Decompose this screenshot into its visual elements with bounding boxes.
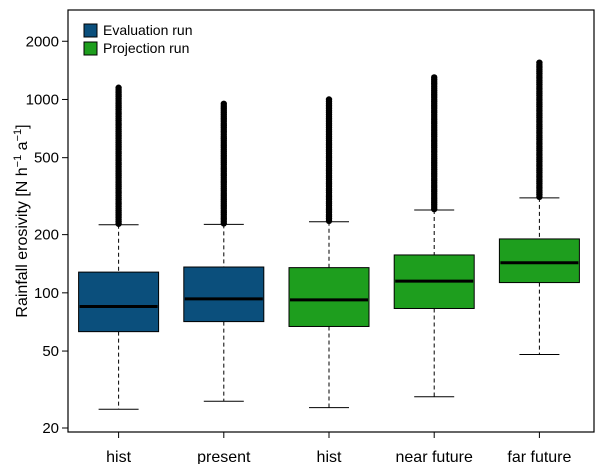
x-category-label: hist	[317, 449, 342, 464]
y-tick-label: 1000	[26, 91, 59, 108]
box-body	[498, 238, 580, 284]
outlier-point	[220, 100, 227, 107]
legend: Evaluation run Projection run	[83, 22, 193, 56]
outliers	[325, 96, 333, 225]
y-tick-label: 100	[34, 285, 59, 302]
boxes-group	[78, 59, 580, 410]
y-axis: 20 50 100 200 500 1000 2000	[26, 33, 68, 437]
legend-label: Projection run	[103, 40, 189, 56]
x-category-label: far future	[507, 449, 571, 464]
outlier-point	[536, 59, 543, 66]
box-body	[78, 271, 160, 333]
outliers	[115, 84, 122, 227]
y-axis-title-end: ]	[14, 124, 31, 128]
x-axis: hist present hist near future far future	[106, 432, 572, 464]
y-axis-title: Rainfall erosivity [N h−1 a−1]	[12, 124, 31, 317]
outliers	[220, 100, 227, 227]
x-category-label: near future	[396, 449, 473, 464]
y-tick-label: 500	[34, 150, 59, 167]
legend-label: Evaluation run	[103, 22, 193, 38]
box-1	[183, 100, 265, 402]
outliers	[431, 74, 438, 213]
outlier-point	[115, 84, 122, 91]
y-tick-label: 20	[42, 420, 59, 437]
plot-frame	[67, 9, 595, 433]
x-category-label: hist	[106, 449, 131, 464]
box-4	[498, 59, 580, 355]
box-0	[78, 84, 160, 410]
y-axis-title-sup2: −1	[12, 129, 24, 142]
y-axis-title-sup1: −1	[12, 155, 24, 168]
outliers	[536, 59, 543, 201]
x-category-label: present	[197, 449, 251, 464]
y-tick-label: 2000	[26, 33, 59, 50]
legend-swatch	[83, 23, 98, 38]
y-axis-title-mid: a	[14, 141, 31, 154]
y-axis-title-main: Rainfall erosivity [N h	[14, 167, 31, 317]
box-body	[288, 267, 370, 327]
y-tick-label: 200	[34, 227, 59, 244]
box-2	[288, 96, 370, 409]
legend-swatch	[83, 41, 98, 56]
y-tick-label: 50	[42, 343, 59, 360]
outlier-point	[431, 74, 438, 81]
box-3	[393, 74, 475, 398]
box-body	[183, 266, 265, 323]
outlier-point	[325, 96, 333, 103]
